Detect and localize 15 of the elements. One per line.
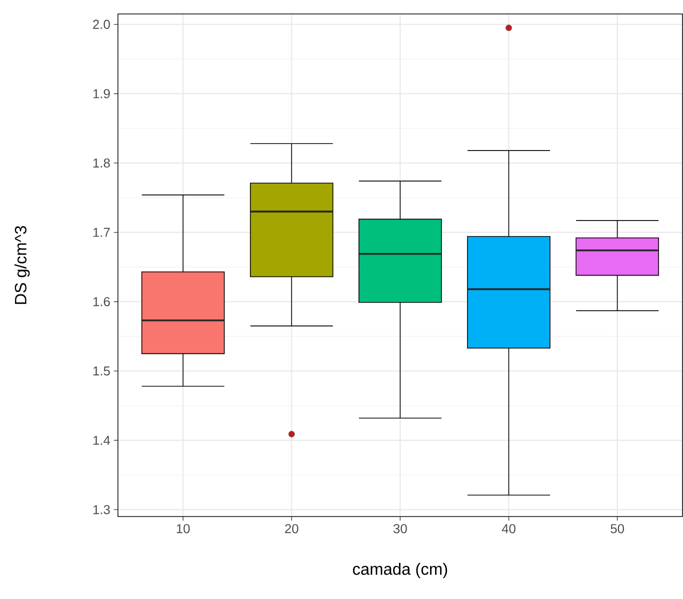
- y-tick-label: 1.4: [93, 436, 110, 446]
- y-tick-label: 1.9: [93, 89, 110, 99]
- y-tick-label: 2.0: [93, 20, 110, 30]
- y-tick-label: 1.5: [93, 366, 110, 376]
- y-tick-label: 1.7: [93, 228, 110, 238]
- y-tick-label: 1.8: [93, 158, 110, 168]
- x-tick-label: 40: [502, 524, 516, 534]
- x-axis-title: camada (cm): [352, 563, 448, 578]
- y-axis-title: DS g/cm^3: [14, 226, 30, 304]
- y-tick-label: 1.6: [93, 297, 110, 306]
- x-tick-label: 30: [393, 524, 407, 534]
- x-tick-label: 10: [176, 524, 190, 534]
- x-tick-label: 20: [285, 524, 298, 534]
- y-tick-label: 1.3: [93, 505, 110, 514]
- x-tick-label: 50: [610, 524, 624, 534]
